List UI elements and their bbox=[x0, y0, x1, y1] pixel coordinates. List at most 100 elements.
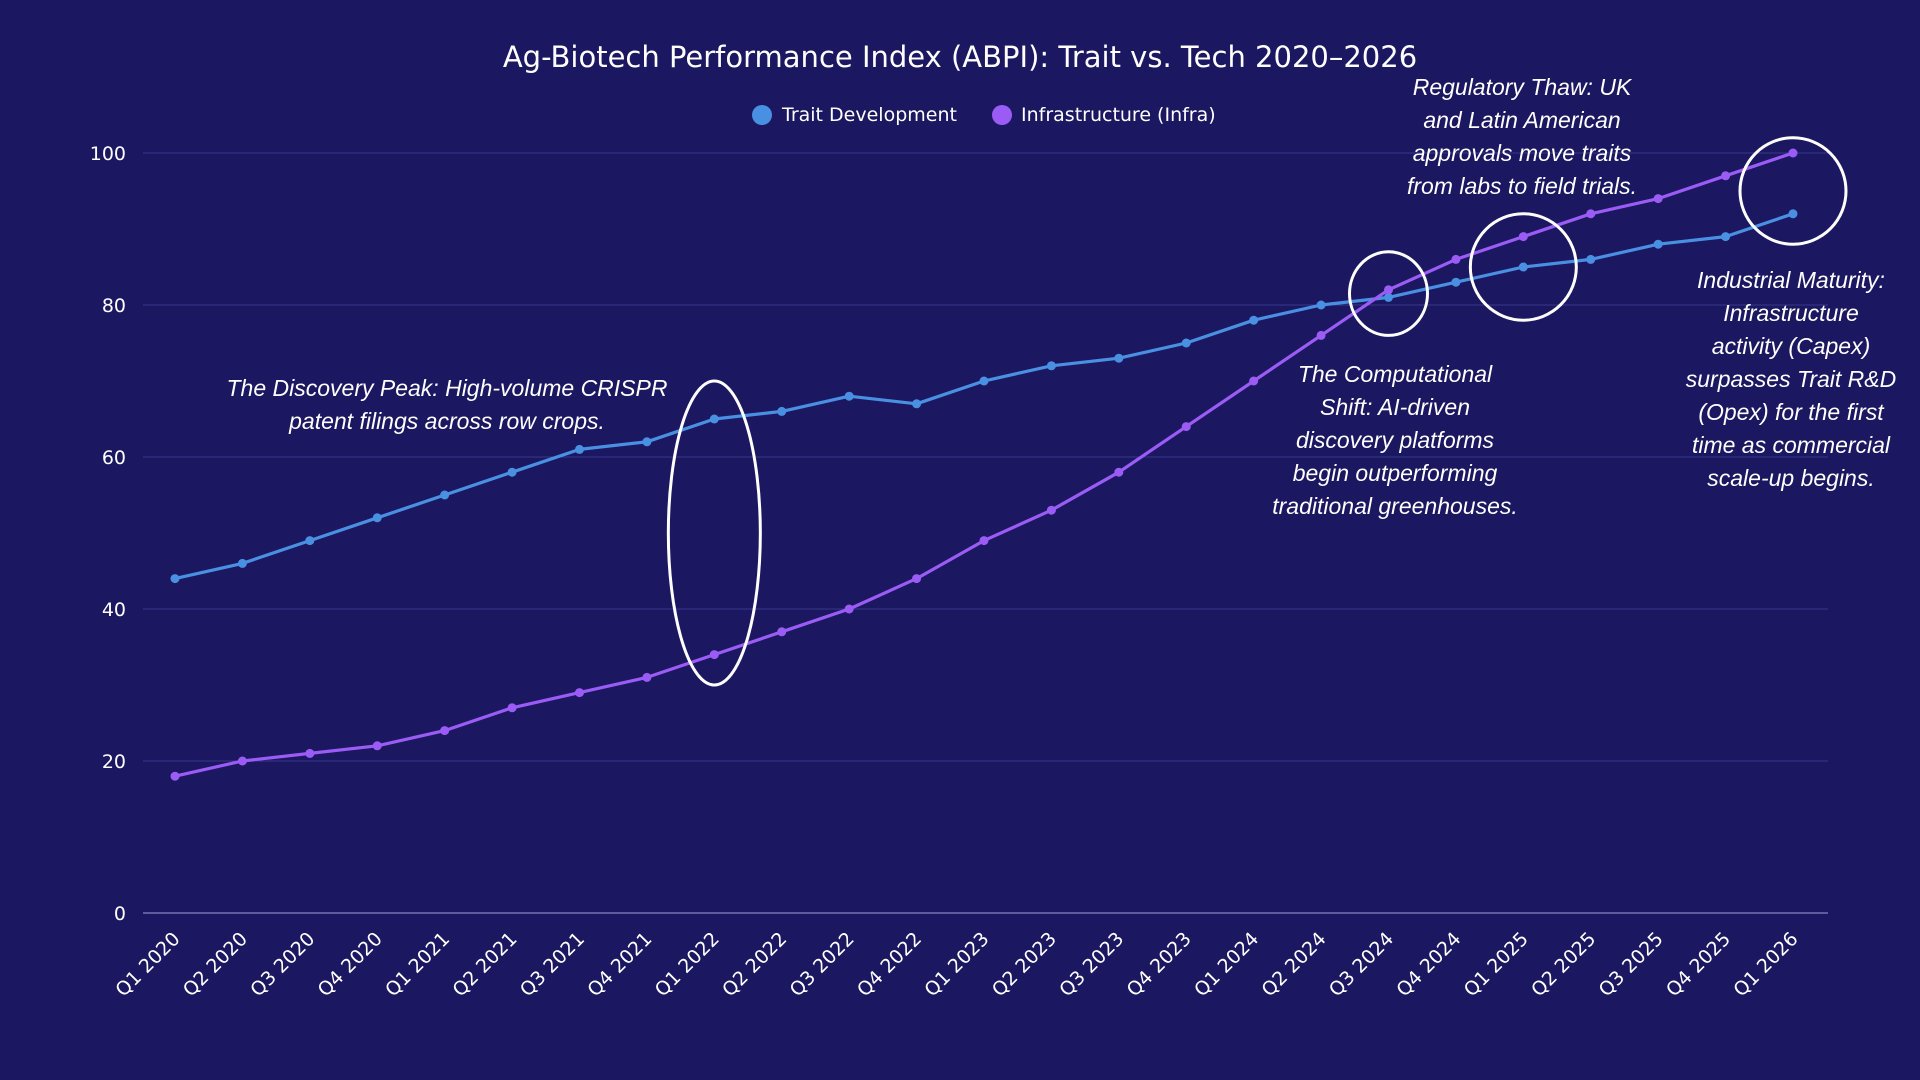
x-tick-label: Q4 2022 bbox=[853, 928, 926, 1001]
annotation-line: begin outperforming bbox=[1293, 460, 1498, 486]
annotation-industrial-maturity: Industrial Maturity: Infrastructure activi… bbox=[1686, 267, 1896, 491]
annotation-line: surpasses Trait R&D bbox=[1686, 366, 1896, 392]
x-tick-label: Q2 2020 bbox=[179, 928, 252, 1001]
data-point bbox=[1653, 194, 1663, 204]
annotation-line: discovery platforms bbox=[1296, 427, 1495, 453]
data-point bbox=[1518, 232, 1528, 242]
y-tick-label: 60 bbox=[102, 447, 126, 469]
data-point bbox=[575, 444, 584, 454]
annotation-line: activity (Capex) bbox=[1712, 333, 1870, 359]
x-tick-label: Q1 2024 bbox=[1190, 928, 1263, 1001]
annotations: The Discovery Peak: High-volume CRISPR pa… bbox=[227, 74, 1897, 519]
data-point bbox=[1046, 505, 1056, 515]
annotation-highlights bbox=[666, 136, 1848, 687]
annotation-line: Regulatory Thaw: UK bbox=[1413, 74, 1633, 100]
x-tick-label: Q4 2021 bbox=[583, 928, 656, 1001]
data-point bbox=[440, 490, 450, 500]
data-point bbox=[1451, 254, 1461, 264]
data-point bbox=[1046, 361, 1056, 371]
x-tick-label: Q2 2023 bbox=[988, 928, 1061, 1001]
x-tick-label: Q3 2025 bbox=[1595, 928, 1668, 1001]
data-point bbox=[1721, 232, 1731, 242]
chart-title: Ag-Biotech Performance Index (ABPI): Tra… bbox=[503, 40, 1417, 74]
data-point bbox=[1451, 277, 1461, 287]
data-point bbox=[1788, 209, 1798, 219]
annotation-line: scale-up begins. bbox=[1707, 465, 1875, 491]
data-point bbox=[1114, 467, 1124, 477]
legend-label-0: Trait Development bbox=[781, 104, 957, 126]
y-tick-label: 0 bbox=[114, 903, 126, 925]
data-point bbox=[777, 406, 787, 416]
data-point bbox=[1384, 285, 1393, 295]
data-point bbox=[372, 741, 382, 751]
data-point bbox=[372, 513, 382, 523]
legend-label-1: Infrastructure (Infra) bbox=[1021, 104, 1216, 126]
x-tick-label: Q3 2023 bbox=[1055, 928, 1128, 1001]
data-point bbox=[1586, 209, 1596, 219]
data-point bbox=[1518, 262, 1528, 272]
x-tick-label: Q2 2021 bbox=[448, 928, 521, 1001]
x-tick-label: Q1 2025 bbox=[1460, 928, 1533, 1001]
data-point bbox=[1181, 422, 1191, 432]
data-point bbox=[777, 627, 787, 637]
x-tick-label: Q4 2020 bbox=[314, 928, 387, 1001]
legend: Trait Development Infrastructure (Infra) bbox=[752, 104, 1216, 126]
data-point bbox=[1384, 292, 1393, 302]
x-tick-label: Q4 2023 bbox=[1123, 928, 1196, 1001]
highlight-ellipse-industrial-maturity bbox=[1738, 136, 1848, 246]
legend-marker-1 bbox=[992, 105, 1012, 125]
data-point bbox=[1249, 376, 1259, 386]
x-tick-label: Q3 2024 bbox=[1325, 928, 1398, 1001]
y-tick-label: 40 bbox=[102, 599, 126, 621]
y-tick-label: 100 bbox=[90, 143, 126, 165]
data-point bbox=[305, 748, 315, 758]
annotation-line: Industrial Maturity: bbox=[1697, 267, 1885, 293]
data-point bbox=[1249, 315, 1259, 325]
annotation-line: Infrastructure bbox=[1723, 300, 1859, 326]
data-point bbox=[305, 536, 315, 546]
x-tick-label: Q1 2022 bbox=[651, 928, 724, 1001]
data-point bbox=[507, 467, 517, 477]
y-tick-label: 20 bbox=[102, 751, 126, 773]
data-point bbox=[170, 574, 180, 584]
x-tick-label: Q3 2020 bbox=[246, 928, 319, 1001]
annotation-line: The Computational bbox=[1298, 361, 1493, 387]
x-tick-label: Q1 2021 bbox=[381, 928, 454, 1001]
y-tick-label: 80 bbox=[102, 295, 126, 317]
data-point bbox=[237, 756, 247, 766]
data-point bbox=[844, 604, 854, 614]
x-tick-label: Q1 2023 bbox=[920, 928, 993, 1001]
x-tick-label: Q2 2022 bbox=[718, 928, 791, 1001]
x-tick-label: Q3 2021 bbox=[516, 928, 589, 1001]
data-point bbox=[440, 726, 450, 736]
x-tick-label: Q2 2024 bbox=[1257, 928, 1330, 1001]
series-0 bbox=[170, 209, 1798, 584]
annotation-line: from labs to field trials. bbox=[1407, 173, 1637, 199]
data-point bbox=[709, 650, 719, 660]
data-point bbox=[575, 688, 584, 698]
x-tick-label: Q4 2025 bbox=[1662, 928, 1735, 1001]
data-point bbox=[1316, 330, 1326, 340]
annotation-line: time as commercial bbox=[1692, 432, 1891, 458]
annotation-line: The Discovery Peak: High-volume CRISPR bbox=[227, 375, 668, 401]
annotation-line: Shift: AI-driven bbox=[1320, 394, 1470, 420]
annotation-computational-shift: The Computational Shift: AI-driven discove… bbox=[1272, 361, 1518, 519]
y-axis-ticks: 0 20 40 60 80 100 bbox=[90, 143, 126, 925]
data-point bbox=[1721, 171, 1731, 181]
series-1 bbox=[170, 148, 1798, 781]
data-point bbox=[709, 414, 719, 424]
x-tick-label: Q1 2026 bbox=[1729, 928, 1802, 1001]
data-point bbox=[1114, 353, 1124, 363]
gridlines bbox=[143, 152, 1828, 914]
data-point bbox=[1181, 338, 1191, 348]
annotation-line: patent filings across row crops. bbox=[288, 408, 605, 434]
annotation-line: approvals move traits bbox=[1413, 140, 1632, 166]
x-tick-label: Q1 2020 bbox=[111, 928, 184, 1001]
data-point bbox=[1316, 300, 1326, 310]
data-point bbox=[1788, 148, 1798, 158]
legend-marker-0 bbox=[752, 105, 772, 125]
data-point bbox=[912, 399, 922, 409]
